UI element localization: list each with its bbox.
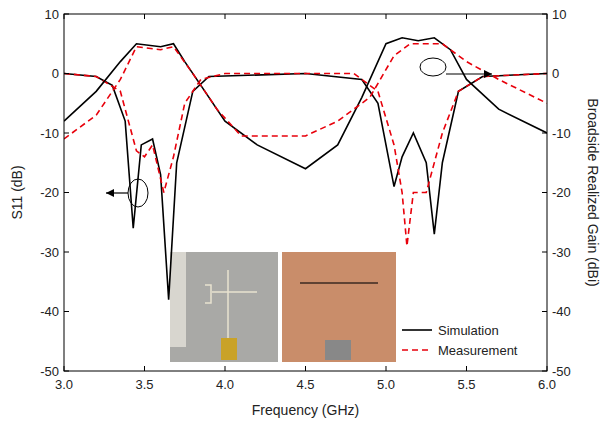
inset-slot [300, 282, 378, 284]
x-tick [144, 366, 145, 371]
y2-tick [542, 371, 547, 372]
inset-photo-back [282, 252, 396, 362]
inset-photo-front [170, 252, 278, 362]
series-line [64, 74, 547, 247]
legend: Simulation Measurement [402, 323, 518, 358]
y-tick-label: -10 [40, 126, 59, 141]
series-line [64, 74, 547, 300]
legend-label: Measurement [438, 343, 518, 358]
x-tick [64, 366, 65, 371]
x-tick-top [144, 14, 145, 19]
x-tick-top [305, 14, 306, 19]
inset-connector [221, 338, 237, 360]
y2-axis-title: Broadside Realized Gain (dBi) [585, 98, 601, 286]
inset-connector [325, 340, 351, 360]
x-tick-top [547, 14, 548, 19]
y-tick-label: 10 [45, 7, 59, 22]
x-axis-title: Frequency (GHz) [252, 402, 359, 418]
y2-tick-label: -40 [552, 304, 571, 319]
y-axis-title: S11 (dB) [9, 165, 25, 219]
x-tick [547, 366, 548, 371]
plot-frame [64, 14, 547, 371]
y2-tick-label: -30 [552, 245, 571, 260]
x-tick-top [386, 14, 387, 19]
y2-tick [542, 133, 547, 134]
y-tick-label: -50 [40, 364, 59, 379]
x-tick-label: 3.0 [55, 377, 73, 392]
x-tick [225, 366, 226, 371]
legend-swatch [402, 329, 432, 331]
y-tick [64, 133, 69, 134]
x-tick-top [64, 14, 65, 19]
y2-tick-label: 0 [552, 66, 559, 81]
y-tick-label: 0 [52, 66, 59, 81]
x-tick [305, 366, 306, 371]
x-tick-label: 5.5 [457, 377, 475, 392]
x-tick-label: 4.5 [296, 377, 314, 392]
inset-ruler [170, 252, 186, 347]
x-tick [466, 366, 467, 371]
series-line [64, 38, 547, 169]
x-tick-label: 3.5 [135, 377, 153, 392]
x-tick-label: 5.0 [377, 377, 395, 392]
y2-tick-label: -50 [552, 364, 571, 379]
inset-trace [205, 270, 257, 338]
x-tick-top [466, 14, 467, 19]
annotation-arrowhead [484, 70, 492, 78]
x-tick [386, 366, 387, 371]
y-tick [64, 252, 69, 253]
legend-swatch [402, 349, 432, 351]
y2-tick [542, 73, 547, 74]
y-tick [64, 311, 69, 312]
y2-tick [542, 192, 547, 193]
series-line [64, 44, 547, 139]
x-tick-label: 4.0 [216, 377, 234, 392]
annotation-arrowhead [106, 189, 114, 197]
x-tick-label: 6.0 [538, 377, 556, 392]
annotation-ellipse [128, 179, 148, 207]
y2-tick [542, 14, 547, 15]
annotation-ellipse [420, 58, 446, 76]
legend-label: Simulation [438, 323, 499, 338]
y-tick-label: -40 [40, 304, 59, 319]
y-tick-label: -30 [40, 245, 59, 260]
plot-lines [64, 38, 547, 300]
y2-tick-label: -10 [552, 126, 571, 141]
y-tick [64, 192, 69, 193]
y2-tick-label: 10 [552, 7, 566, 22]
x-tick-top [225, 14, 226, 19]
y2-tick [542, 252, 547, 253]
y2-tick-label: -20 [552, 185, 571, 200]
y2-tick [542, 311, 547, 312]
y-tick [64, 73, 69, 74]
chart: 3.03.54.04.55.05.56.0-50-40-30-20-10010-… [0, 0, 607, 430]
y-tick [64, 14, 69, 15]
y-tick-label: -20 [40, 185, 59, 200]
y-tick [64, 371, 69, 372]
